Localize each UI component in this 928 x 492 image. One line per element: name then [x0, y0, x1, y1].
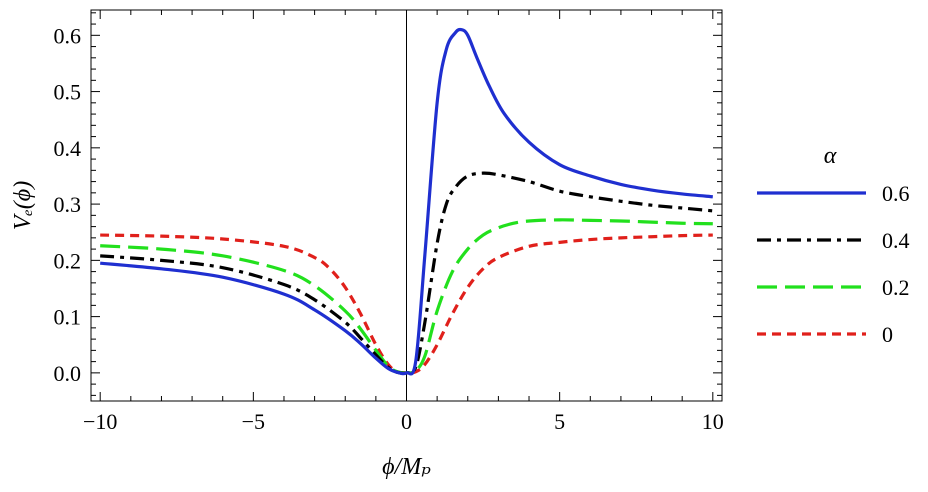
y-tick-label: 0.0: [54, 361, 82, 386]
legend-label-3: 0: [882, 322, 893, 347]
y-tick-label: 0.3: [54, 192, 82, 217]
legend-title: α: [824, 143, 837, 169]
y-tick-label: 0.2: [54, 248, 82, 273]
series-line-3: [100, 233, 713, 375]
legend-label-1: 0.4: [882, 228, 910, 253]
series-line-0: [100, 27, 713, 376]
x-tick-label: −10: [83, 409, 117, 434]
x-tick-label: 10: [702, 409, 724, 434]
y-tick-label: 0.4: [54, 136, 82, 161]
series-line-2: [100, 218, 713, 375]
y-tick-label: 0.1: [54, 305, 82, 330]
y-tick-label: 0.6: [54, 23, 82, 48]
y-axis-label: Vₑ(ϕ): [10, 181, 36, 230]
legend-label-0: 0.6: [882, 181, 910, 206]
x-axis-label: ϕ/Mₚ: [382, 454, 431, 480]
x-tick-label: 5: [554, 409, 565, 434]
y-tick-label: 0.5: [54, 80, 82, 105]
x-tick-label: −5: [242, 409, 265, 434]
legend-label-2: 0.2: [882, 275, 910, 300]
x-tick-label: 0: [401, 409, 412, 434]
